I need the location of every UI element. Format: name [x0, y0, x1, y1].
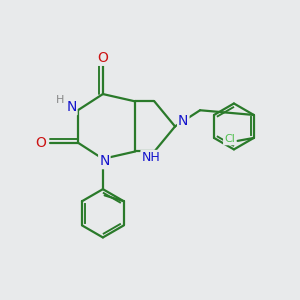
Text: N: N [66, 100, 76, 114]
Text: N: N [178, 114, 188, 128]
Text: Cl: Cl [224, 134, 235, 144]
Text: NH: NH [141, 151, 160, 164]
Text: O: O [36, 136, 46, 150]
Text: N: N [99, 154, 110, 168]
Text: H: H [56, 95, 64, 105]
Text: O: O [98, 51, 108, 65]
